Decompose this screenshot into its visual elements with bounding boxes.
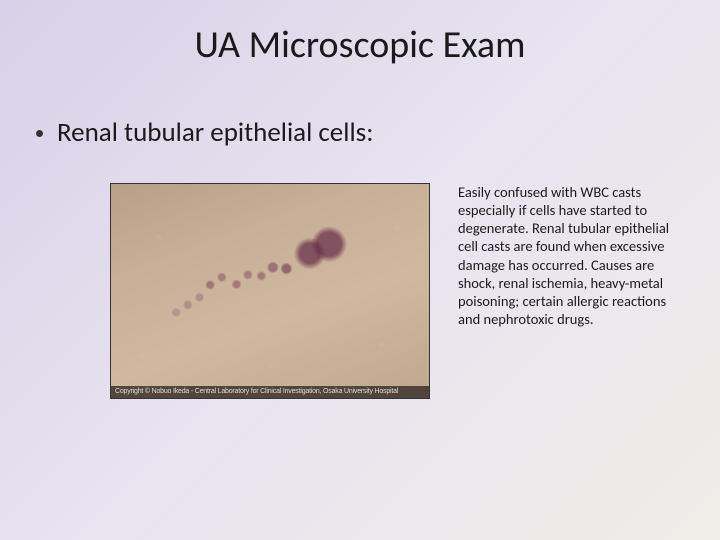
description-text: Easily confused with WBC casts especiall… xyxy=(430,183,690,328)
image-copyright: Copyright © Nobuo Ikeda - Central Labora… xyxy=(111,386,429,398)
slide-title: UA Microscopic Exam xyxy=(0,0,720,68)
bullet-icon xyxy=(36,130,43,137)
micrograph-image: Copyright © Nobuo Ikeda - Central Labora… xyxy=(110,183,430,399)
bullet-text: Renal tubular epithelial cells: xyxy=(57,116,373,149)
bullet-item: Renal tubular epithelial cells: xyxy=(0,68,720,149)
content-row: Copyright © Nobuo Ikeda - Central Labora… xyxy=(0,149,720,399)
